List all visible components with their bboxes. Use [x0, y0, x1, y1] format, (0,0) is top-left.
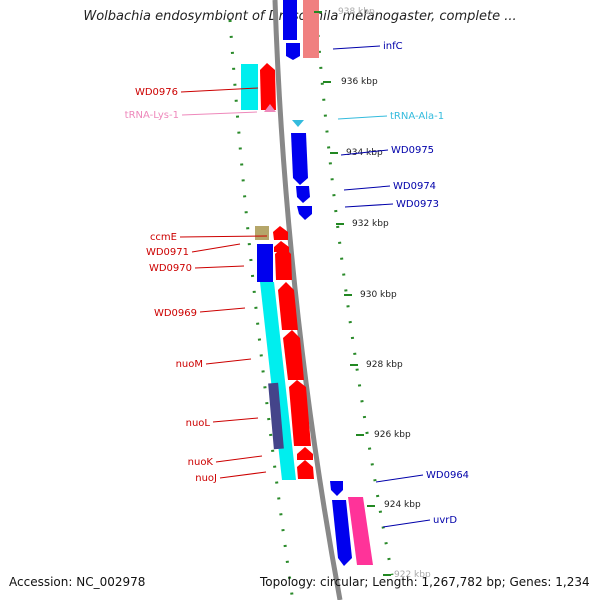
gene-label[interactable]: nuoL — [186, 418, 211, 429]
trna-feature[interactable] — [292, 120, 304, 127]
gene-feature-reverse[interactable] — [257, 244, 273, 282]
gene-feature-forward[interactable] — [260, 63, 276, 110]
gene-label[interactable]: WD0975 — [391, 145, 434, 156]
gene-label[interactable]: WD0971 — [146, 247, 189, 258]
gene-feature-forward[interactable] — [283, 330, 304, 380]
gene-feature-reverse[interactable] — [291, 133, 308, 185]
gene-feature-reverse[interactable] — [297, 206, 312, 220]
tick-label: 932 kbp — [352, 219, 389, 229]
tick-label: 930 kbp — [360, 290, 397, 300]
gene-feature-reverse[interactable] — [330, 481, 343, 496]
tick-label: 936 kbp — [341, 77, 378, 87]
tick-label: 938 kbp — [338, 7, 375, 17]
gene-feature-forward[interactable] — [273, 226, 288, 240]
axis-ticks — [314, 11, 391, 576]
trna-feature[interactable] — [264, 104, 276, 112]
tick-label: 926 kbp — [374, 430, 411, 440]
gene-label[interactable]: WD0970 — [149, 263, 192, 274]
rna-feature-cyan[interactable] — [260, 282, 296, 480]
gene-feature-reverse[interactable] — [296, 186, 310, 203]
gene-label[interactable]: WD0973 — [396, 199, 439, 210]
gene-label[interactable]: nuoM — [176, 359, 203, 370]
gene-label[interactable]: uvrD — [433, 515, 457, 526]
tick-label: 922 kbp — [394, 570, 431, 580]
genome-backbone — [272, 0, 343, 600]
gene-label[interactable]: ccmE — [150, 232, 177, 243]
gene-feature-forward[interactable] — [297, 460, 314, 479]
gene-feature-light-pink[interactable] — [303, 0, 319, 58]
gene-feature-forward[interactable] — [289, 380, 311, 446]
tick-label: 924 kbp — [384, 500, 421, 510]
rrna-feature[interactable] — [348, 497, 373, 565]
gene-feature-khaki[interactable] — [255, 226, 269, 240]
gene-label[interactable]: WD0964 — [426, 470, 469, 481]
gene-label[interactable]: nuoJ — [195, 473, 217, 484]
rna-feature-cyan[interactable] — [241, 64, 258, 110]
accession-info: Accession: NC_002978 — [9, 575, 146, 589]
topology-info: Topology: circular; Length: 1,267,782 bp… — [260, 575, 590, 589]
gene-feature-forward[interactable] — [278, 282, 298, 330]
map-title: Wolbachia endosymbiont of Drosophila mel… — [83, 9, 517, 24]
gene-label[interactable]: tRNA-Ala-1 — [390, 111, 444, 122]
tick-label: 928 kbp — [366, 360, 403, 370]
gene-feature-forward[interactable] — [275, 246, 292, 280]
gene-label[interactable]: infC — [383, 41, 403, 52]
gene-feature-slate[interactable] — [268, 382, 284, 450]
gene-label[interactable]: WD0969 — [154, 308, 197, 319]
gene-label[interactable]: nuoK — [188, 457, 214, 468]
gene-label[interactable]: WD0974 — [393, 181, 436, 192]
gene-label[interactable]: tRNA-Lys-1 — [125, 110, 179, 121]
gene-feature-reverse[interactable] — [332, 500, 352, 566]
gene-feature-reverse[interactable] — [286, 43, 300, 60]
gene-label[interactable]: WD0976 — [135, 87, 178, 98]
gene-feature-reverse[interactable] — [283, 0, 297, 40]
gene-feature-forward[interactable] — [297, 447, 313, 460]
